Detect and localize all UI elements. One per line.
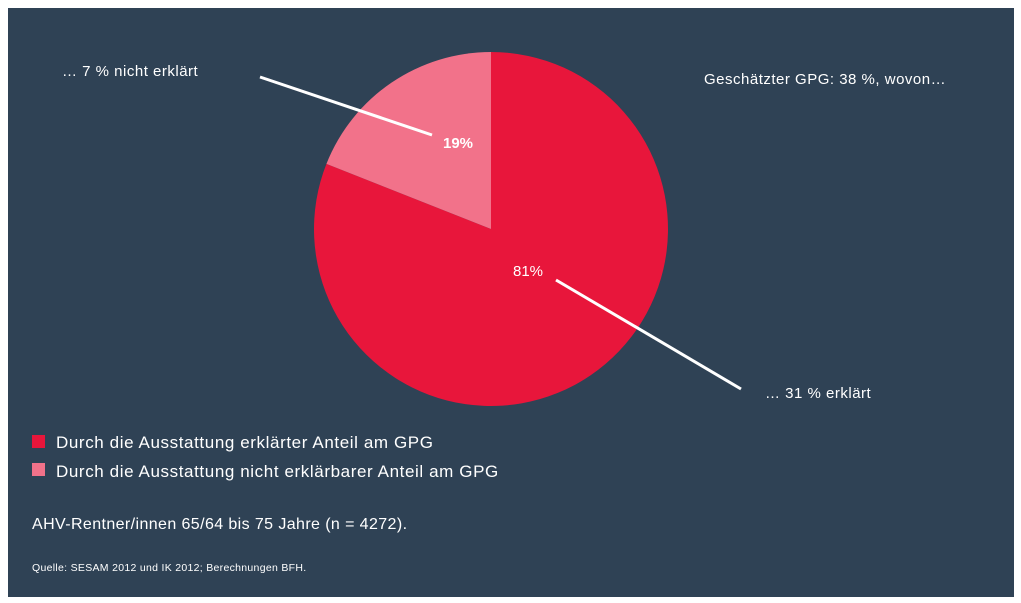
sample-note: AHV-Rentner/innen 65/64 bis 75 Jahre (n …	[32, 516, 407, 533]
legend-swatch-unexplained	[32, 463, 45, 476]
pie-slices	[313, 52, 668, 406]
legend-swatch-explained	[32, 435, 45, 448]
annotation-unexplained: … 7 % nicht erklärt	[62, 63, 199, 80]
slice-value-label-explained: 81%	[513, 263, 543, 280]
pie-slice-unexplained	[326, 52, 491, 229]
pie-slice-explained	[313, 52, 668, 406]
annotation-explained: … 31 % erklärt	[765, 385, 872, 402]
source-note: Quelle: SESAM 2012 und IK 2012; Berechnu…	[32, 562, 306, 574]
legend-label-explained: Durch die Ausstattung erklärter Anteil a…	[56, 433, 434, 452]
chart-title: Geschätzter GPG: 38 %, wovon…	[704, 71, 946, 88]
leader-lines	[259, 75, 742, 391]
slice-value-label-unexplained: 19%	[443, 135, 473, 152]
legend: Durch die Ausstattung erklärter Anteil a…	[32, 433, 499, 481]
leader-line-explained	[555, 278, 742, 391]
leader-line-unexplained	[259, 75, 433, 137]
legend-label-unexplained: Durch die Ausstattung nicht erklärbarer …	[56, 462, 499, 481]
